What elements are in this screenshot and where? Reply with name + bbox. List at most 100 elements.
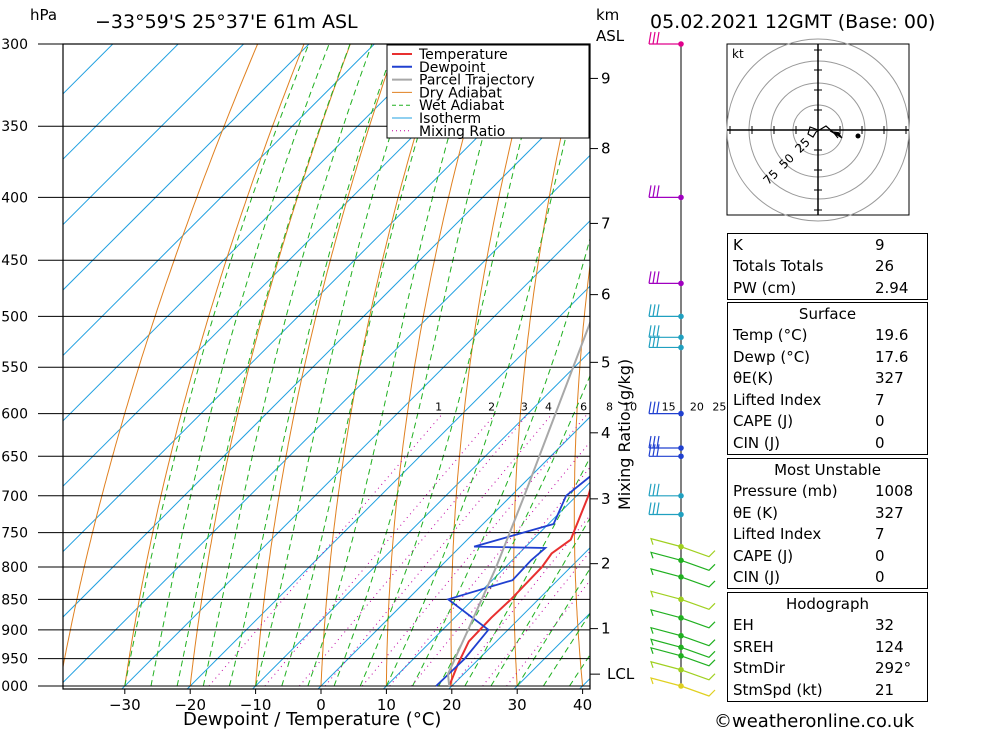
height-tick-label: 8 [601, 140, 611, 158]
height-tick-label: 6 [601, 286, 611, 304]
surface-index-row: Dewp (°C) 17.6 [728, 346, 927, 368]
wind-barb [648, 185, 681, 199]
wet-adiabat-line [150, 44, 330, 687]
height-tick-label: 9 [601, 69, 611, 87]
wind-barb [648, 502, 681, 516]
most-unstable-index-row: Pressure (mb) 1008 [728, 481, 927, 503]
wind-barb [650, 626, 716, 647]
hodograph-index-row: StmDir 292° [728, 658, 927, 680]
most-unstable-index-label: CAPE (J) [733, 546, 794, 565]
dry-adiabat-line [690, 35, 723, 686]
wind-barb [650, 638, 716, 658]
x-tick-label: 20 [442, 696, 461, 714]
axes-text: 1 2 3 4 6 8 10 15 20 2530035040045050055060065070… [0, 37, 726, 714]
legend-box [386, 44, 590, 139]
hodograph-table: Hodograph EH 32 SREH 124 StmDir 292° StmSpd (k… [727, 592, 928, 702]
legend-label: Dewpoint [419, 60, 486, 76]
mixing-ratio-label: 3 [521, 401, 528, 414]
surface-index-value: 17.6 [875, 347, 909, 366]
wet-adiabat-line [307, 44, 477, 687]
isotherm-line [448, 547, 590, 689]
pressure-tick-label: 300 [1, 37, 28, 53]
wet-adiabat-line [255, 44, 421, 687]
wind-barb-shaft [648, 271, 681, 284]
dry-adiabat-line [450, 44, 537, 687]
legend-label: Mixing Ratio [419, 124, 505, 140]
height-tick-label: 4 [601, 424, 611, 442]
isotherm-line [382, 481, 590, 689]
asl-label: ASL [596, 27, 625, 45]
wind-barb-shaft [650, 638, 716, 658]
dry-adiabat-line [320, 44, 444, 687]
footer-credit: ©weatheronline.co.uk [714, 711, 915, 732]
pressure-tick-label: 500 [1, 309, 28, 325]
most-unstable-index-value: 0 [875, 546, 885, 565]
isotherm-line [63, 44, 310, 291]
general-index-row: PW (cm) 2.94 [728, 277, 927, 299]
height-tick-label: 7 [601, 214, 611, 232]
pressure-tick-label: 850 [1, 592, 28, 608]
most-unstable-index-value: 7 [875, 525, 885, 544]
surface-index-row: CIN (J) 0 [728, 432, 927, 454]
pressure-tick-label: 700 [1, 489, 28, 505]
wind-barb [648, 271, 681, 284]
general-index-row: Totals Totals 26 [728, 256, 927, 278]
general-index-value: 2.94 [875, 278, 909, 297]
most-unstable-index-row: CIN (J) 0 [728, 567, 927, 589]
wind-barb [648, 31, 681, 45]
height-tick-label: 5 [601, 353, 611, 371]
wind-barb [648, 444, 681, 457]
general-index-value: 9 [875, 235, 885, 254]
height-tick-label: 1 [601, 620, 611, 638]
dry-adiabat-line [633, 35, 677, 686]
mixing-ratio-line [299, 413, 529, 687]
wind-barb [650, 551, 716, 571]
wind-barb-column [648, 31, 716, 697]
mixing-ratio-label: 4 [545, 401, 552, 414]
mixing-ratio-axis-title: Mixing Ratio (g/kg) [615, 359, 634, 510]
isotherm-line [63, 44, 245, 226]
profiles [435, 320, 590, 687]
wind-barb-shaft [650, 590, 716, 611]
wind-barb [650, 646, 716, 667]
pressure-tick-label: 350 [1, 119, 28, 135]
general-indices-table: K 9 Totals Totals 26 PW (cm) 2.94 [727, 233, 928, 300]
surface-index-label: Lifted Index [733, 390, 822, 409]
pressure-tick-label: 800 [1, 560, 28, 576]
dewpoint-line [435, 475, 590, 687]
hodograph-index-row: SREH 124 [728, 636, 927, 658]
hodograph-arrow [829, 130, 843, 139]
km-label: km [596, 6, 619, 24]
hodograph-index-label: SREH [733, 637, 774, 656]
location-title: −33°59'S 25°37'E 61m ASL [95, 11, 358, 33]
mixing-ratio-label: 1 [435, 401, 442, 414]
surface-index-label: Temp (°C) [733, 326, 808, 345]
dry-adiabat-line [513, 44, 583, 687]
surface-title: Surface [798, 304, 857, 323]
wind-barb [648, 335, 681, 349]
wind-barb [650, 677, 716, 697]
most-unstable-title: Most Unstable [774, 460, 881, 479]
mixing-ratio-line [361, 413, 588, 687]
mixing-ratio-label: 25 [712, 401, 726, 414]
hodograph-index-value: 124 [875, 637, 904, 656]
hodograph-unit-label: kt [732, 47, 744, 61]
wind-barb-shaft [648, 325, 681, 338]
hodograph-index-label: EH [733, 616, 754, 635]
mixing-ratio-label: 6 [580, 401, 587, 414]
wind-barb-shaft [648, 444, 681, 457]
height-tick-label: 2 [601, 555, 611, 573]
dry-adiabat-line [124, 44, 305, 687]
wind-barb-shaft [650, 537, 716, 558]
surface-index-label: CIN (J) [733, 433, 781, 452]
isobars [38, 43, 590, 687]
surface-index-value: 19.6 [875, 326, 909, 345]
wind-barb [648, 435, 681, 449]
mixing-ratio-line [452, 514, 590, 687]
plot-frame [62, 43, 591, 690]
most-unstable-index-label: CIN (J) [733, 568, 781, 587]
wind-barb-shaft [648, 31, 681, 45]
most-unstable-index-value: 0 [875, 568, 885, 587]
